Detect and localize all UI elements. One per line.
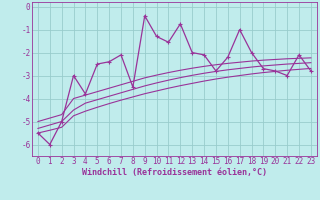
- X-axis label: Windchill (Refroidissement éolien,°C): Windchill (Refroidissement éolien,°C): [82, 168, 267, 177]
